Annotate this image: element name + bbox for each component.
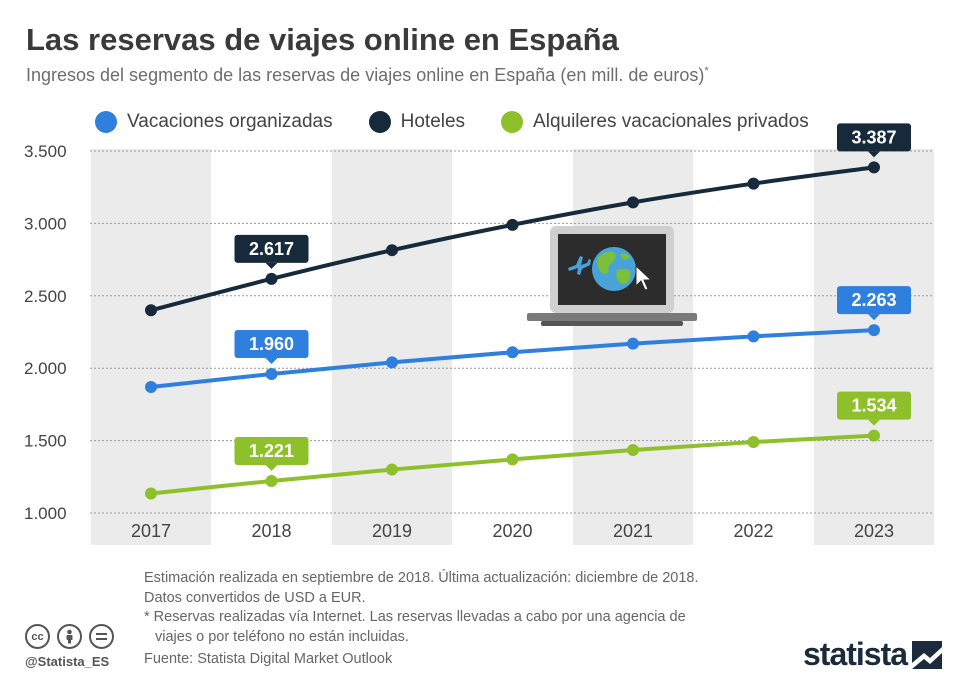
data-point-vacaciones-2017	[145, 381, 157, 394]
year-band-2019	[332, 149, 452, 545]
license-icons: cc	[25, 624, 121, 649]
x-tick-label: 2022	[733, 521, 773, 541]
data-point-hoteles-2023	[868, 161, 880, 174]
data-label-pointer	[868, 314, 880, 321]
y-tick-label: 1.500	[24, 432, 67, 451]
x-tick-label: 2020	[492, 521, 532, 541]
equals-icon[interactable]	[89, 624, 114, 649]
data-label-box	[837, 123, 911, 152]
data-label-box	[837, 391, 911, 420]
data-label-pointer	[868, 419, 880, 426]
data-point-alquileres-2019	[386, 463, 398, 476]
data-point-hoteles-2018	[265, 272, 278, 285]
data-label-box	[234, 329, 309, 358]
subtitle-footnote-mark: *	[704, 65, 709, 77]
data-point-hoteles-2019	[386, 244, 398, 257]
statista-logo[interactable]: statista	[803, 636, 943, 673]
data-point-alquileres-2017	[145, 487, 157, 500]
data-label-box	[234, 436, 309, 465]
y-tick-label: 2.500	[24, 287, 67, 306]
data-label-hoteles-2018: 2.617	[234, 234, 309, 269]
data-point-alquileres-2021	[627, 444, 639, 457]
chart-legend: Vacaciones organizadas Hoteles Alquilere…	[95, 109, 845, 135]
chart-title: Las reservas de viajes online en España	[26, 22, 619, 57]
laptop-globe-icon	[527, 226, 697, 326]
data-point-hoteles-2020	[506, 218, 519, 231]
data-point-hoteles-2021	[627, 196, 639, 209]
legend-dot-vacaciones	[95, 111, 117, 133]
data-label-hoteles-2023: 3.387	[837, 123, 911, 158]
data-label-alquileres-2023: 1.534	[837, 391, 911, 426]
year-band-2017	[91, 149, 211, 545]
year-bands	[91, 149, 934, 545]
data-point-alquileres-2022	[747, 436, 760, 449]
data-label-text: 2.263	[851, 290, 896, 310]
data-label-box	[837, 286, 911, 315]
data-point-alquileres-2018	[265, 474, 278, 487]
data-label-text: 3.387	[851, 127, 896, 147]
source-note: Fuente: Statista Digital Market Outlook	[144, 651, 393, 667]
y-tick-label: 3.000	[24, 214, 67, 233]
data-label-box	[234, 234, 309, 263]
chart-subtitle: Ingresos del segmento de las reservas de…	[26, 65, 709, 86]
data-label-text: 1.221	[249, 441, 294, 461]
data-point-vacaciones-2023	[868, 324, 880, 337]
data-label-pointer	[265, 357, 278, 364]
series-points	[145, 161, 880, 500]
legend-item-vacaciones: Vacaciones organizadas	[95, 111, 333, 133]
cc-icon[interactable]: cc	[25, 624, 50, 649]
note-footnote-cont: viajes o por teléfono no están incluidas…	[155, 628, 409, 645]
y-tick-label: 1.000	[24, 504, 67, 523]
brand-wordmark: statista	[803, 636, 908, 672]
legend-dot-alquileres	[501, 111, 524, 133]
y-tick-label: 2.000	[24, 359, 67, 378]
data-point-vacaciones-2018	[265, 367, 278, 380]
data-label-alquileres-2018: 1.221	[234, 436, 309, 471]
data-label-text: 1.534	[851, 396, 896, 416]
year-band-2023	[814, 149, 934, 545]
data-point-vacaciones-2021	[627, 337, 639, 350]
legend-dot-hoteles	[368, 111, 391, 133]
social-handle[interactable]: @Statista_ES	[25, 654, 110, 669]
data-point-hoteles-2022	[747, 177, 760, 190]
legend-label-hoteles: Hoteles	[400, 111, 466, 132]
data-point-alquileres-2020	[506, 453, 519, 466]
data-label-pointer	[868, 151, 880, 158]
data-point-vacaciones-2019	[386, 356, 398, 369]
person-icon[interactable]	[57, 624, 82, 649]
brand-mark-icon	[912, 640, 943, 669]
legend-item-alquileres: Alquileres vacacionales privados	[501, 111, 809, 133]
subtitle-text: Ingresos del segmento de las reservas de…	[26, 65, 705, 85]
data-label-pointer	[265, 262, 278, 269]
x-tick-label: 2018	[251, 521, 291, 541]
y-axis-ticks: 1.000 1.500 2.000 2.500 3.000 3.500	[24, 142, 67, 523]
data-point-vacaciones-2022	[747, 330, 760, 343]
legend-item-hoteles: Hoteles	[368, 111, 466, 133]
legend-label-alquileres: Alquileres vacacionales privados	[533, 111, 809, 132]
x-tick-label: 2019	[372, 521, 412, 541]
data-label-pointer	[265, 464, 278, 471]
note-estimation: Estimación realizada en septiembre de 20…	[144, 570, 699, 586]
data-label-vacaciones-2023: 2.263	[837, 286, 911, 321]
x-tick-label: 2023	[854, 521, 894, 541]
x-axis-ticks: 2017 2018 2019 2020 2021 2022 2023	[131, 521, 894, 541]
note-conversion: Datos convertidos de USD a EUR.	[144, 589, 366, 606]
data-label-text: 1.960	[249, 334, 294, 354]
chart-notes: Estimación realizada en septiembre de 20…	[144, 569, 699, 670]
y-tick-label: 3.500	[24, 142, 67, 161]
data-point-vacaciones-2020	[506, 346, 519, 359]
data-label-vacaciones-2018: 1.960	[234, 329, 309, 364]
x-tick-label: 2021	[613, 521, 653, 541]
data-label-text: 2.617	[249, 239, 294, 259]
data-point-hoteles-2017	[145, 304, 157, 317]
legend-label-vacaciones: Vacaciones organizadas	[127, 111, 333, 132]
data-labels: 1.960 2.263 2.617 3.387 1.221 1.534	[234, 123, 911, 471]
x-tick-label: 2017	[131, 521, 171, 541]
data-point-alquileres-2023	[868, 429, 880, 442]
note-footnote: * Reservas realizadas vía Internet. Las …	[144, 609, 686, 625]
